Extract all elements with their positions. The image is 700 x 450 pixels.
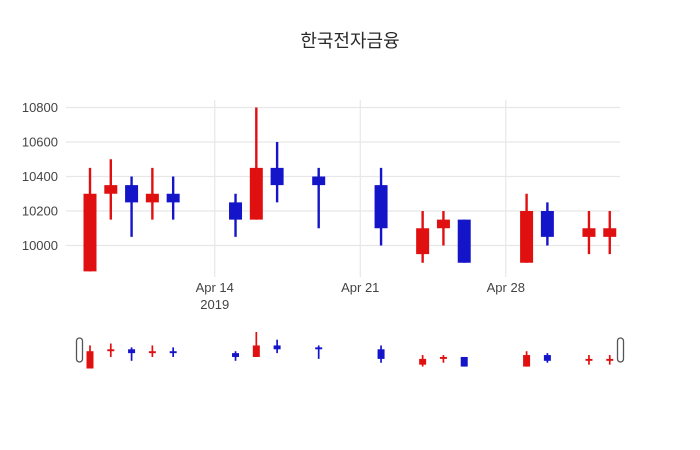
candle-body-down <box>270 167 284 186</box>
mini-candle-body <box>273 345 281 350</box>
rangeslider[interactable] <box>66 330 625 374</box>
gridlines <box>66 100 620 277</box>
y-tick-label: 10000 <box>22 238 58 253</box>
mini-candle-body <box>523 355 531 367</box>
candle-body-down <box>374 185 388 229</box>
candle-body-down <box>166 193 180 203</box>
mini-candle-body <box>419 358 427 365</box>
candle-body-up <box>416 228 430 255</box>
x-tick-label: Apr 28 <box>487 280 525 295</box>
x-tick-label: Apr 14 <box>196 280 234 295</box>
candle-body-up <box>582 228 596 237</box>
mini-candle-body <box>107 349 115 352</box>
mini-candle-body <box>585 358 593 361</box>
mini-candle-body <box>543 355 551 361</box>
mini-candle-body <box>86 351 94 369</box>
candle-body-down <box>229 202 243 220</box>
candle-body-down <box>540 211 554 237</box>
x-axis-tick-labels: Apr 14 2019 Apr 21 Apr 28 <box>196 280 525 312</box>
mini-candle-body <box>606 358 614 361</box>
candle-body-down <box>312 176 326 186</box>
y-tick-label: 10600 <box>22 135 58 150</box>
y-tick-label: 10800 <box>22 100 58 115</box>
x-tick-label: Apr 21 <box>341 280 379 295</box>
candle-body-up <box>249 167 263 220</box>
mini-candle-body <box>460 356 468 367</box>
candle-body-up <box>83 193 97 272</box>
mini-candle-body <box>128 349 136 354</box>
y-axis-tick-labels: 10800 10600 10400 10200 10000 <box>22 100 58 253</box>
rangeslider-left-handle[interactable] <box>75 337 84 363</box>
x-tick-year-label: 2019 <box>200 297 229 312</box>
candle-body-down <box>457 219 471 263</box>
y-tick-label: 10200 <box>22 204 58 219</box>
mini-candle-body <box>252 345 260 357</box>
candle-body-down <box>125 185 139 203</box>
mini-candle-body <box>439 356 447 359</box>
rangeslider-right-handle[interactable] <box>616 337 625 363</box>
plot-area[interactable] <box>66 100 620 272</box>
candle-body-up <box>520 211 534 263</box>
candle-body-up <box>104 185 118 194</box>
candle-body-up <box>145 193 159 203</box>
mini-candle-body <box>315 347 323 350</box>
candlestick-series <box>83 107 617 272</box>
mini-candle-body <box>148 351 156 354</box>
chart-title: 한국전자금융 <box>300 31 399 51</box>
mini-candle-body <box>169 351 177 354</box>
mini-candle-body <box>232 353 240 357</box>
y-tick-label: 10400 <box>22 169 58 184</box>
mini-candle-body <box>377 349 385 359</box>
candle-body-up <box>603 228 617 237</box>
rangeslider-mini-candles <box>86 332 614 369</box>
candle-body-up <box>436 219 450 229</box>
